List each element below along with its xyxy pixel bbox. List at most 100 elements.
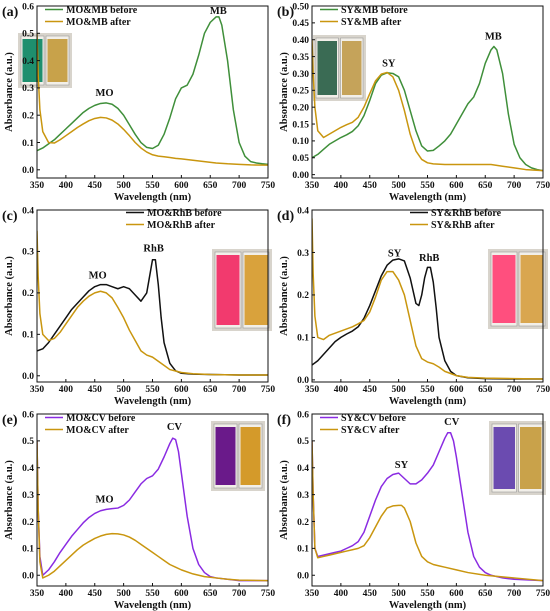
panel-letter: (a) — [2, 5, 19, 20]
x-tick-label: 700 — [232, 385, 247, 395]
vial-photo — [488, 249, 548, 329]
legend-label: MO&CV before — [66, 413, 136, 424]
chart-panel-1: 350 400 450 500 550 600 650 700 750 0.0 0.1 0.2 0.3 0… — [2, 2, 275, 203]
x-tick-label: 550 — [420, 385, 435, 395]
series-line-1 — [37, 258, 268, 376]
x-axis-title: Wavelength (nm) — [114, 396, 192, 407]
x-tick-label: 700 — [507, 181, 522, 191]
y-tick-label: 0.10 — [292, 137, 309, 147]
y-tick-label: 0.0 — [22, 572, 34, 582]
x-tick-label: 450 — [363, 385, 378, 395]
x-tick-label: 750 — [536, 181, 550, 191]
y-tick-label: 0.2 — [22, 112, 34, 122]
legend-label: MO&RhB before — [147, 208, 222, 219]
y-tick-label: 0.2 — [297, 291, 309, 301]
y-tick-label: 0.35 — [292, 53, 309, 63]
y-axis-title: Absorbance (a.u.) — [4, 460, 15, 540]
x-axis-title: Wavelength (nm) — [114, 192, 192, 203]
y-axis-title: Absorbance (a.u.) — [279, 460, 290, 540]
x-tick-label: 450 — [363, 181, 378, 191]
cuvette-solution — [47, 39, 68, 82]
y-tick-label: 0.30 — [292, 70, 309, 80]
series-line-1 — [312, 258, 543, 380]
x-tick-label: 400 — [334, 589, 349, 599]
peak-annotation: CV — [167, 422, 183, 433]
y-tick-label: 0.2 — [22, 289, 34, 299]
x-tick-label: 600 — [449, 385, 464, 395]
peak-annotation: RhB — [419, 253, 439, 264]
chart-panel-5: 350 400 450 500 550 600 650 700 750 0.0 0.1 0.2 0.3 0… — [2, 410, 275, 611]
x-tick-label: 600 — [449, 181, 464, 191]
peak-annotation: SY — [382, 59, 396, 70]
x-axis-title: Wavelength (nm) — [389, 396, 467, 407]
panel-letter: (c) — [2, 209, 18, 224]
x-tick-label: 550 — [420, 589, 435, 599]
x-tick-label: 650 — [478, 589, 493, 599]
x-tick-label: 700 — [507, 385, 522, 395]
x-tick-label: 650 — [478, 181, 493, 191]
y-tick-label: 0.0 — [22, 166, 34, 176]
x-tick-label: 400 — [59, 181, 74, 191]
x-tick-label: 350 — [30, 181, 45, 191]
x-tick-label: 500 — [117, 385, 132, 395]
x-tick-label: 650 — [203, 181, 218, 191]
peak-annotation: SY — [395, 460, 409, 471]
x-tick-label: 750 — [261, 589, 275, 599]
x-tick-label: 400 — [59, 589, 74, 599]
panel-letter: (e) — [2, 413, 18, 428]
legend-label: SY&MB after — [341, 17, 402, 28]
vial-photo — [212, 249, 272, 331]
legend-label: SY&RhB after — [431, 220, 495, 231]
x-tick-label: 400 — [334, 385, 349, 395]
y-axis-title: Absorbance (a.u.) — [4, 256, 15, 336]
x-tick-label: 400 — [334, 181, 349, 191]
x-tick-label: 600 — [449, 589, 464, 599]
peak-annotation: MB — [210, 6, 227, 17]
legend-label: SY&MB before — [341, 5, 408, 16]
cuvette-solution — [240, 427, 261, 485]
y-tick-label: 0.5 — [22, 437, 34, 447]
y-axis-title: Absorbance (a.u.) — [279, 256, 290, 336]
y-tick-label: 0.4 — [22, 57, 34, 67]
x-tick-label: 750 — [536, 385, 550, 395]
x-tick-label: 350 — [30, 385, 45, 395]
peak-annotation: MB — [485, 32, 502, 43]
y-tick-label: 0.00 — [292, 171, 309, 181]
y-tick-label: 0.25 — [292, 87, 309, 97]
peak-annotation: MO — [96, 88, 114, 99]
x-tick-label: 450 — [363, 589, 378, 599]
y-tick-label: 0.1 — [22, 545, 34, 555]
plot-frame — [36, 5, 269, 179]
cuvette-solution — [317, 41, 337, 95]
x-tick-label: 750 — [261, 181, 275, 191]
vial-photo — [211, 421, 265, 491]
y-tick-label: 0.4 — [22, 464, 34, 474]
y-tick-label: 0.5 — [22, 30, 34, 40]
series-line-1 — [37, 16, 268, 166]
x-tick-label: 700 — [232, 589, 247, 599]
cuvette-solution — [244, 255, 268, 325]
cuvette-solution — [216, 255, 240, 325]
series-line-2 — [312, 39, 543, 172]
peak-annotation: SY — [388, 249, 402, 260]
x-tick-label: 500 — [392, 589, 407, 599]
series-line-2 — [312, 218, 543, 380]
x-tick-label: 450 — [88, 385, 103, 395]
x-tick-label: 450 — [88, 181, 103, 191]
legend-label: SY&CV before — [341, 413, 406, 424]
y-tick-label: 0.1 — [22, 331, 34, 341]
panel-letter: (f) — [277, 413, 291, 428]
cuvette-solution — [520, 255, 544, 323]
legend-label: MO&RhB after — [147, 220, 216, 231]
legend-label: SY&CV after — [341, 425, 400, 436]
x-tick-label: 350 — [305, 181, 320, 191]
chart-panel-2: 350 400 450 500 550 600 650 700 750 0.00 0.05 0.10 0… — [277, 2, 550, 203]
peak-annotation: MO — [96, 495, 114, 506]
legend-label: MO&MB after — [66, 17, 131, 28]
y-tick-label: 0.0 — [297, 376, 309, 386]
x-tick-label: 600 — [174, 181, 189, 191]
y-tick-label: 0.0 — [22, 372, 34, 382]
series-line-2 — [37, 440, 268, 582]
x-tick-label: 500 — [392, 385, 407, 395]
legend-label: SY&RhB before — [431, 208, 502, 219]
